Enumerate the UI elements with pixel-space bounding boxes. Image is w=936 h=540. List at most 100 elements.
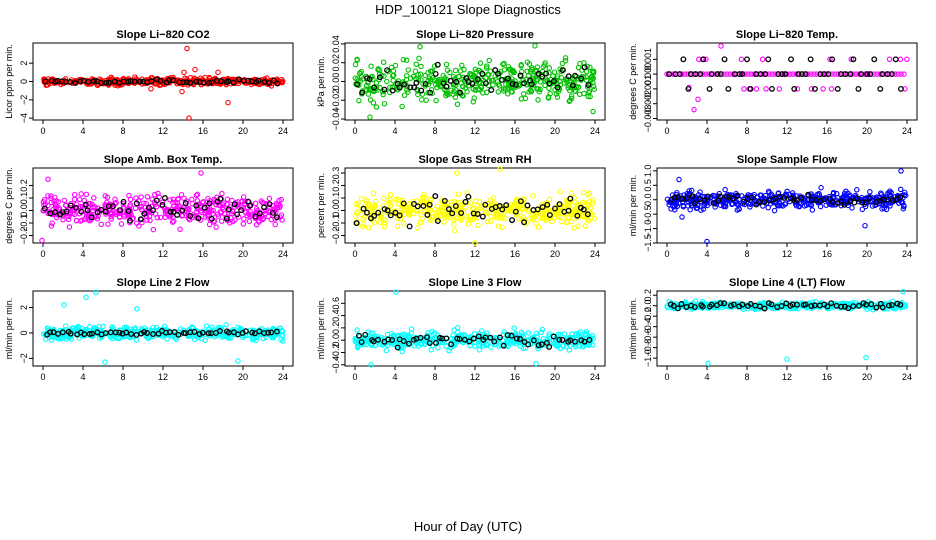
data-point	[451, 327, 457, 333]
average-point	[103, 79, 110, 86]
data-point	[528, 215, 535, 222]
average-point	[366, 76, 373, 83]
data-point	[541, 214, 547, 221]
data-point	[528, 341, 534, 348]
data-point	[789, 190, 796, 196]
average-point	[873, 304, 880, 311]
average-point	[740, 198, 747, 205]
x-tick-label: 0	[664, 249, 669, 259]
data-point	[161, 323, 168, 330]
x-tick-label: 0	[352, 126, 357, 136]
outlier-point	[691, 106, 697, 113]
data-point	[254, 80, 261, 86]
y-tick-label: −0.003	[643, 105, 653, 133]
average-point	[850, 56, 857, 63]
average-point	[807, 56, 814, 63]
data-point	[405, 67, 411, 73]
average-point	[452, 203, 459, 210]
average-point	[708, 301, 715, 308]
data-point	[435, 77, 442, 84]
y-tick-label: 0.0	[331, 334, 341, 347]
data-point	[387, 84, 393, 91]
data-point	[230, 76, 237, 83]
data-point	[826, 193, 833, 200]
average-point	[683, 195, 690, 202]
data-point	[444, 91, 451, 98]
average-point	[63, 208, 70, 215]
data-point	[769, 71, 775, 77]
data-point	[780, 203, 786, 209]
average-point	[364, 209, 370, 216]
data-point	[898, 71, 904, 77]
average-point	[894, 300, 901, 307]
data-point	[499, 224, 505, 230]
data-point	[576, 91, 583, 98]
average-point	[218, 78, 224, 85]
average-point	[358, 339, 365, 346]
average-point	[556, 201, 563, 208]
x-tick-label: 8	[432, 126, 437, 136]
average-point	[503, 202, 510, 209]
x-tick-label: 0	[664, 372, 669, 382]
panel-1: Slope Li−820 CO2 0 4 8 12 16 20 24 −4 −2 0 2 Licor p…	[4, 29, 294, 136]
average-point	[274, 80, 281, 87]
data-point	[901, 189, 908, 196]
data-point	[535, 345, 541, 352]
average-point	[82, 201, 89, 208]
average-point	[504, 75, 511, 82]
data-point	[820, 86, 826, 92]
outlier-point	[181, 69, 187, 76]
data-point	[277, 325, 283, 331]
data-point	[546, 65, 553, 71]
data-point	[215, 213, 222, 220]
average-point	[538, 341, 545, 348]
data-point	[219, 190, 225, 197]
data-point	[528, 66, 535, 73]
data-point	[859, 206, 866, 213]
y-axis-label: ml/min per min.	[316, 298, 326, 360]
data-point	[525, 330, 532, 336]
data-point	[703, 56, 709, 63]
data-point	[587, 64, 593, 71]
outlier-point	[45, 176, 51, 183]
data-point	[477, 60, 484, 66]
y-tick-label: −0.02	[331, 89, 341, 112]
average-point	[747, 85, 754, 92]
data-point	[493, 215, 500, 221]
data-point	[742, 71, 748, 77]
data-point	[583, 328, 590, 335]
average-point	[817, 71, 824, 78]
x-tick-label: 0	[40, 249, 45, 259]
average-point	[756, 303, 763, 310]
average-point	[432, 70, 439, 77]
y-tick-label: −0.5	[643, 205, 653, 223]
outlier-point	[179, 88, 185, 95]
average-point	[546, 80, 553, 87]
average-point	[462, 198, 469, 205]
data-point	[434, 203, 441, 210]
y-tick-label: 0.1	[331, 192, 341, 205]
average-point	[717, 193, 724, 200]
average-point	[535, 70, 542, 77]
data-point	[53, 214, 60, 221]
data-point	[501, 67, 508, 73]
data-point	[213, 80, 220, 87]
average-point	[586, 336, 593, 343]
average-point	[206, 200, 213, 207]
average-point	[98, 80, 104, 86]
average-point	[729, 195, 736, 202]
data-point	[79, 217, 85, 224]
data-point	[880, 202, 886, 208]
x-tick-label: 12	[470, 249, 480, 259]
data-point	[78, 191, 84, 197]
data-point	[356, 97, 362, 104]
data-point	[143, 200, 149, 207]
data-point	[494, 207, 500, 214]
average-point	[144, 330, 151, 336]
data-point	[763, 86, 769, 92]
outlier-point	[704, 238, 710, 245]
data-point	[433, 97, 439, 104]
data-point	[378, 213, 384, 220]
data-point	[565, 199, 571, 206]
